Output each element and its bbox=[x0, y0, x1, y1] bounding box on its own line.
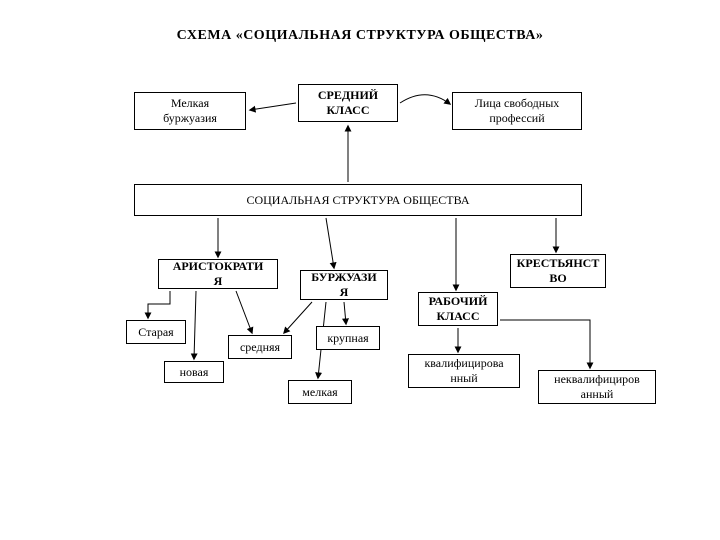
node-label: СРЕДНИЙКЛАСС bbox=[318, 88, 378, 118]
node-society-structure: СОЦИАЛЬНАЯ СТРУКТУРА ОБЩЕСТВА bbox=[134, 184, 582, 216]
node-peasantry: КРЕСТЬЯНСТВО bbox=[510, 254, 606, 288]
node-bourgeoisie: БУРЖУАЗИЯ bbox=[300, 270, 388, 300]
node-label: КРЕСТЬЯНСТВО bbox=[517, 256, 600, 286]
node-label: мелкая bbox=[302, 385, 337, 400]
node-petty-bourgeoisie: Мелкаябуржуазия bbox=[134, 92, 246, 130]
node-old: Старая bbox=[126, 320, 186, 344]
node-unqualified: неквалифицированный bbox=[538, 370, 656, 404]
node-large: крупная bbox=[316, 326, 380, 350]
node-label: новая bbox=[180, 365, 209, 380]
node-aristocracy: АРИСТОКРАТИЯ bbox=[158, 259, 278, 289]
node-label: неквалифицированный bbox=[554, 372, 640, 402]
node-label: БУРЖУАЗИЯ bbox=[311, 270, 376, 300]
node-label: Лица свободныхпрофессий bbox=[475, 96, 560, 126]
node-qualified: квалифицированный bbox=[408, 354, 520, 388]
node-label: крупная bbox=[327, 331, 368, 346]
node-middle: средняя bbox=[228, 335, 292, 359]
node-label: Старая bbox=[138, 325, 173, 340]
node-label: средняя bbox=[240, 340, 280, 355]
diagram-stage: СХЕМА «СОЦИАЛЬНАЯ СТРУКТУРА ОБЩЕСТВА» bbox=[0, 0, 720, 540]
node-free-professions: Лица свободныхпрофессий bbox=[452, 92, 582, 130]
node-label: АРИСТОКРАТИЯ bbox=[173, 259, 264, 289]
node-working-class: РАБОЧИЙКЛАСС bbox=[418, 292, 498, 326]
node-label: РАБОЧИЙКЛАСС bbox=[429, 294, 488, 324]
diagram-title: СХЕМА «СОЦИАЛЬНАЯ СТРУКТУРА ОБЩЕСТВА» bbox=[0, 28, 720, 44]
node-label: квалифицированный bbox=[424, 356, 503, 386]
node-middle-class: СРЕДНИЙКЛАСС bbox=[298, 84, 398, 122]
node-new: новая bbox=[164, 361, 224, 383]
node-label: Мелкаябуржуазия bbox=[163, 96, 217, 126]
node-label: СОЦИАЛЬНАЯ СТРУКТУРА ОБЩЕСТВА bbox=[246, 193, 469, 208]
node-small: мелкая bbox=[288, 380, 352, 404]
